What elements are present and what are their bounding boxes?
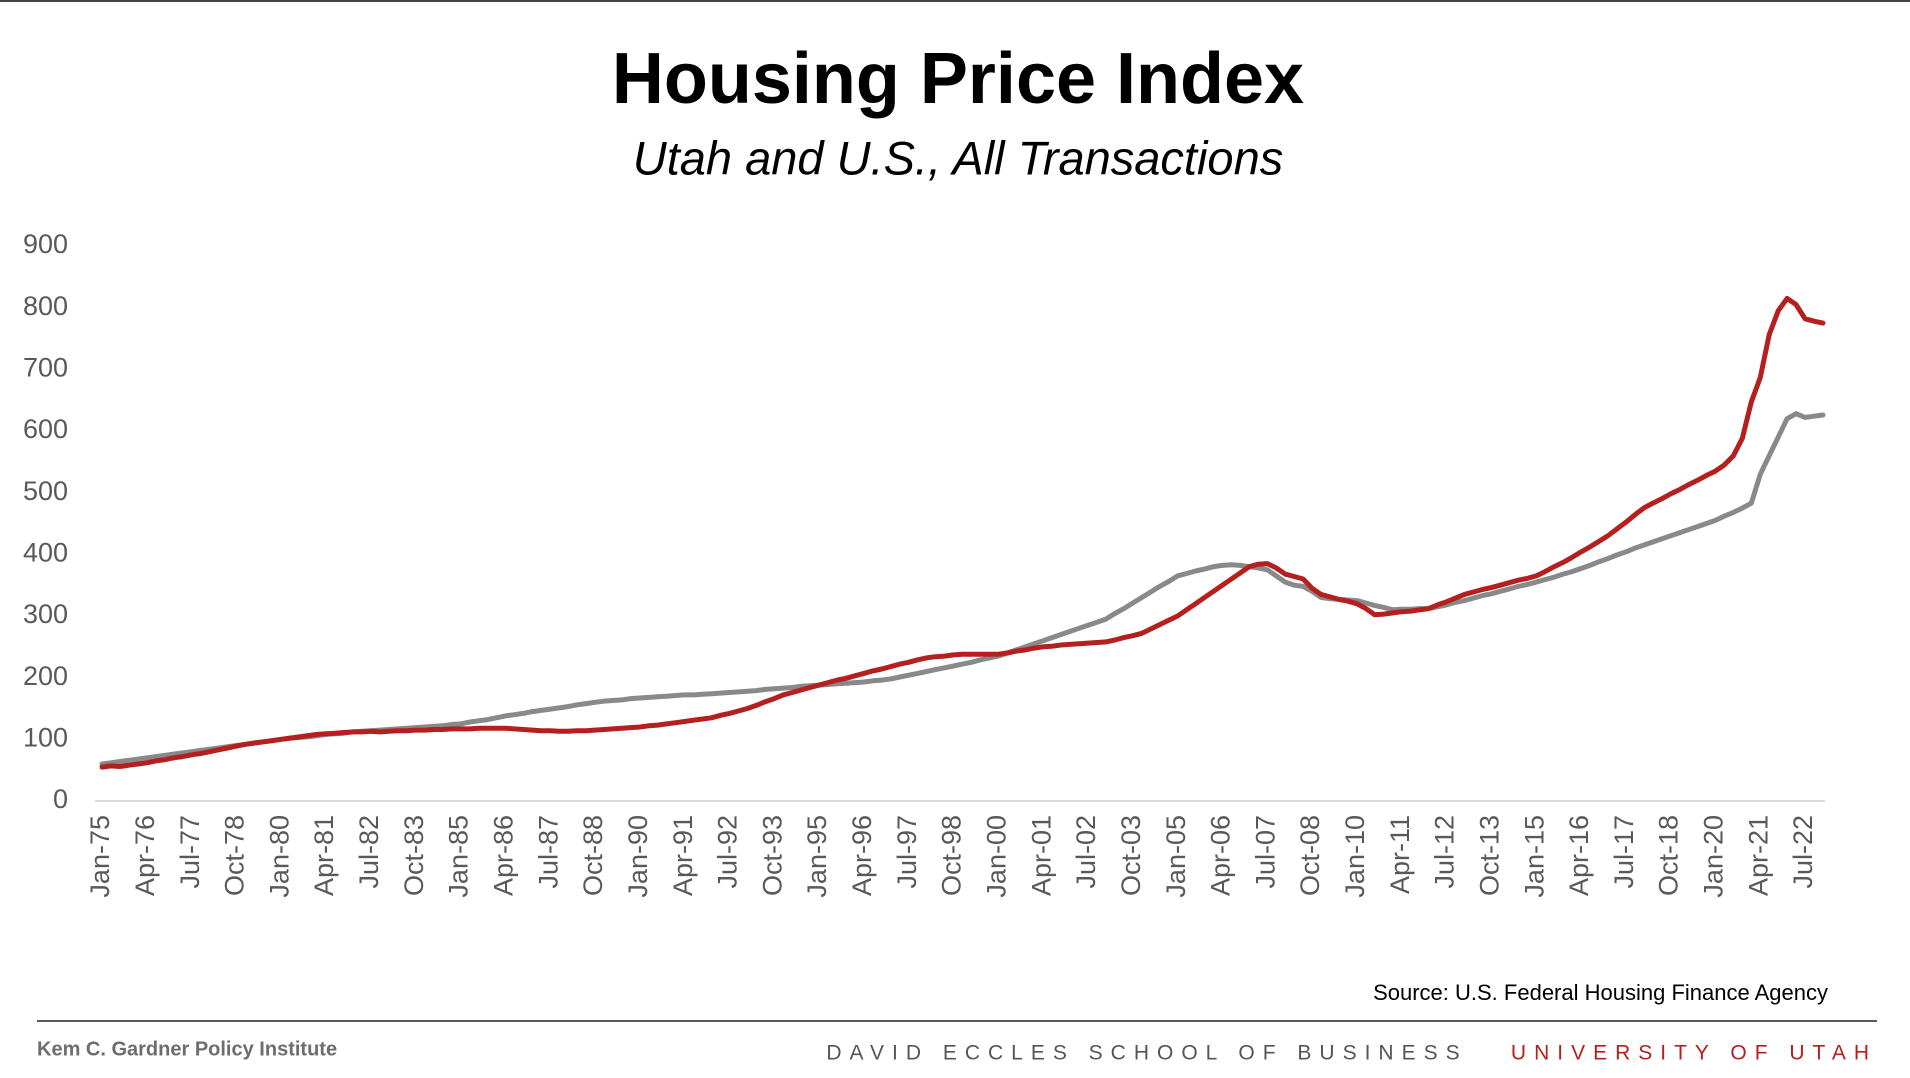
x-tick-label: Apr-21 (1743, 815, 1773, 896)
x-tick-label: Jul-97 (892, 815, 922, 889)
y-tick-label: 400 (23, 537, 68, 567)
x-tick-label: Oct-93 (757, 815, 787, 896)
y-tick-label: 0 (53, 784, 68, 814)
x-tick-label: Jan-05 (1161, 815, 1191, 898)
x-tick-label: Jan-00 (981, 815, 1011, 898)
x-tick-label: Jul-82 (354, 815, 384, 889)
x-tick-label: Jan-90 (623, 815, 653, 898)
x-tick-label: Oct-98 (937, 815, 967, 896)
x-tick-label: Oct-03 (1116, 815, 1146, 896)
x-tick-label: Apr-11 (1385, 815, 1415, 894)
y-tick-label: 700 (23, 352, 68, 382)
chart-title: Housing Price Index (612, 39, 1304, 119)
x-tick-label: Jul-07 (1250, 815, 1280, 889)
y-tick-label: 600 (23, 414, 68, 444)
x-tick-label: Jan-20 (1699, 815, 1729, 898)
series-line (99, 295, 1826, 770)
x-tick-label: Jul-12 (1430, 815, 1460, 889)
x-tick-label: Jan-10 (1340, 815, 1370, 898)
chart-subtitle: Utah and U.S., All Transactions (633, 131, 1283, 184)
series-line (99, 411, 1826, 767)
footer-right: UNIVERSITY OF UTAH (1511, 1042, 1877, 1065)
x-tick-label: Oct-78 (220, 815, 250, 896)
x-tick-label: Apr-76 (130, 815, 160, 896)
x-tick-label: Apr-06 (1206, 815, 1236, 896)
x-tick-label: Apr-81 (309, 815, 339, 896)
x-tick-label: Jul-02 (1071, 815, 1101, 889)
x-tick-label: Apr-96 (847, 815, 877, 896)
x-tick-label: Apr-16 (1564, 815, 1594, 896)
footer-center: DAVID ECCLES SCHOOL OF BUSINESS (826, 1042, 1467, 1065)
x-tick-label: Jul-17 (1609, 815, 1639, 889)
x-tick-label: Jan-15 (1519, 815, 1549, 898)
x-tick-label: Jan-85 (444, 815, 474, 898)
x-tick-label: Apr-91 (668, 815, 698, 896)
y-tick-label: 900 (23, 229, 68, 259)
x-tick-label: Jan-80 (264, 815, 294, 898)
x-tick-label: Oct-08 (1295, 815, 1325, 896)
x-tick-label: Oct-18 (1654, 815, 1684, 896)
x-tick-label: Apr-01 (1026, 815, 1056, 896)
y-tick-label: 100 (23, 722, 68, 752)
source-note: Source: U.S. Federal Housing Finance Age… (1373, 980, 1828, 1005)
x-tick-label: Apr-86 (488, 815, 518, 896)
y-tick-label: 200 (23, 661, 68, 691)
y-tick-label: 300 (23, 599, 68, 629)
x-tick-label: Oct-13 (1474, 815, 1504, 896)
x-tick-label: Oct-83 (399, 815, 429, 896)
x-tick-label: Oct-88 (578, 815, 608, 896)
x-tick-label: Jan-75 (85, 815, 115, 898)
x-tick-label: Jul-87 (533, 815, 563, 889)
y-tick-label: 500 (23, 476, 68, 506)
y-tick-label: 800 (23, 291, 68, 321)
x-tick-label: Jul-22 (1788, 815, 1818, 889)
x-tick-label: Jul-77 (175, 815, 205, 889)
x-tick-label: Jul-92 (713, 815, 743, 889)
x-tick-label: Jan-95 (802, 815, 832, 898)
footer-left: Kem C. Gardner Policy Institute (37, 1038, 337, 1060)
